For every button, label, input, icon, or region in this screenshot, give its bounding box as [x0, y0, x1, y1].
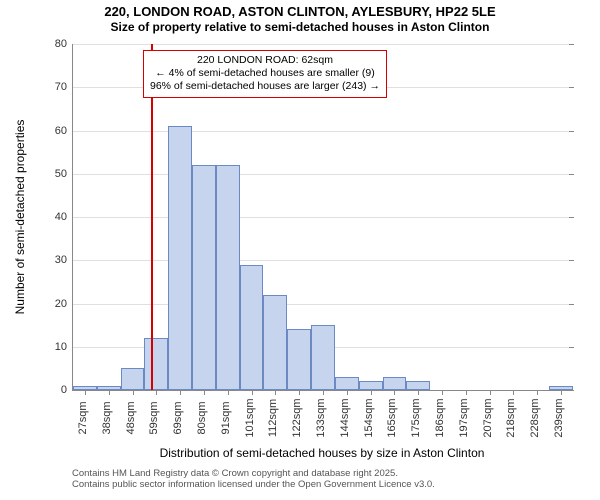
x-tick-label: 197sqm: [458, 398, 470, 437]
x-tick-label: 48sqm: [125, 401, 137, 434]
histogram-bar: [121, 368, 145, 390]
y-tick-mark: [569, 304, 574, 305]
x-tick-label: 218sqm: [505, 398, 517, 437]
x-tick-label: 38sqm: [101, 401, 113, 434]
y-tick-mark: [569, 217, 574, 218]
x-tick-label: 59sqm: [148, 401, 160, 434]
x-tick-label: 186sqm: [434, 398, 446, 437]
histogram-bar: [311, 325, 335, 390]
y-tick-label: 80: [55, 38, 73, 50]
histogram-bar: [359, 381, 383, 390]
histogram-bar: [168, 126, 192, 390]
annotation-line-2: ← 4% of semi-detached houses are smaller…: [150, 67, 380, 80]
x-tick-mark: [228, 390, 229, 395]
x-tick-mark: [442, 390, 443, 395]
x-tick-mark: [490, 390, 491, 395]
histogram-bar: [263, 295, 287, 390]
x-tick-mark: [347, 390, 348, 395]
chart-container: 220, LONDON ROAD, ASTON CLINTON, AYLESBU…: [0, 0, 600, 500]
y-tick-label: 30: [55, 254, 73, 266]
y-gridline: [73, 44, 573, 45]
histogram-bar: [383, 377, 407, 390]
y-gridline: [73, 304, 573, 305]
x-tick-mark: [204, 390, 205, 395]
x-tick-label: 144sqm: [339, 398, 351, 437]
x-tick-label: 122sqm: [291, 398, 303, 437]
y-tick-label: 70: [55, 81, 73, 93]
y-gridline: [73, 217, 573, 218]
x-tick-label: 80sqm: [196, 401, 208, 434]
x-tick-label: 228sqm: [529, 398, 541, 437]
histogram-bar: [240, 265, 264, 390]
x-tick-label: 27sqm: [77, 401, 89, 434]
x-tick-mark: [371, 390, 372, 395]
y-tick-mark: [569, 131, 574, 132]
histogram-bar: [216, 165, 240, 390]
x-tick-label: 69sqm: [172, 401, 184, 434]
x-tick-mark: [109, 390, 110, 395]
x-tick-label: 133sqm: [315, 398, 327, 437]
y-tick-mark: [569, 44, 574, 45]
y-gridline: [73, 260, 573, 261]
histogram-bar: [144, 338, 168, 390]
histogram-bar: [335, 377, 359, 390]
y-tick-label: 0: [61, 384, 73, 396]
x-tick-mark: [85, 390, 86, 395]
footer-line-1: Contains HM Land Registry data © Crown c…: [72, 468, 435, 479]
y-axis-label: Number of semi-detached properties: [13, 120, 27, 315]
title-line-1: 220, LONDON ROAD, ASTON CLINTON, AYLESBU…: [0, 4, 600, 20]
x-tick-mark: [275, 390, 276, 395]
x-tick-mark: [156, 390, 157, 395]
x-tick-mark: [323, 390, 324, 395]
footer-line-2: Contains public sector information licen…: [72, 479, 435, 490]
x-tick-mark: [394, 390, 395, 395]
y-tick-mark: [569, 390, 574, 391]
title-line-2: Size of property relative to semi-detach…: [0, 20, 600, 34]
x-tick-mark: [252, 390, 253, 395]
x-axis-label: Distribution of semi-detached houses by …: [160, 446, 485, 460]
x-tick-label: 101sqm: [244, 398, 256, 437]
x-tick-label: 175sqm: [410, 398, 422, 437]
y-gridline: [73, 174, 573, 175]
y-tick-label: 60: [55, 125, 73, 137]
chart-title: 220, LONDON ROAD, ASTON CLINTON, AYLESBU…: [0, 0, 600, 34]
y-tick-label: 40: [55, 211, 73, 223]
y-tick-mark: [569, 87, 574, 88]
x-tick-mark: [466, 390, 467, 395]
footer-credits: Contains HM Land Registry data © Crown c…: [72, 468, 435, 491]
x-tick-label: 207sqm: [482, 398, 494, 437]
y-gridline: [73, 131, 573, 132]
histogram-bar: [406, 381, 430, 390]
annotation-line-3: 96% of semi-detached houses are larger (…: [150, 80, 380, 93]
y-tick-mark: [569, 174, 574, 175]
x-tick-mark: [513, 390, 514, 395]
x-tick-mark: [537, 390, 538, 395]
x-tick-label: 239sqm: [553, 398, 565, 437]
plot-area: 0102030405060708027sqm38sqm48sqm59sqm69s…: [72, 44, 573, 391]
x-tick-mark: [561, 390, 562, 395]
y-tick-mark: [569, 347, 574, 348]
x-tick-mark: [180, 390, 181, 395]
y-tick-label: 50: [55, 168, 73, 180]
x-tick-label: 165sqm: [386, 398, 398, 437]
x-tick-label: 112sqm: [267, 399, 279, 437]
annotation-line-1: 220 LONDON ROAD: 62sqm: [150, 54, 380, 67]
histogram-bar: [287, 329, 311, 390]
x-tick-mark: [133, 390, 134, 395]
annotation-box: 220 LONDON ROAD: 62sqm← 4% of semi-detac…: [143, 50, 387, 97]
y-tick-label: 20: [55, 298, 73, 310]
x-tick-label: 154sqm: [363, 398, 375, 437]
x-tick-mark: [299, 390, 300, 395]
x-tick-label: 91sqm: [220, 401, 232, 434]
y-tick-label: 10: [55, 341, 73, 353]
y-tick-mark: [569, 260, 574, 261]
histogram-bar: [192, 165, 216, 390]
x-tick-mark: [418, 390, 419, 395]
